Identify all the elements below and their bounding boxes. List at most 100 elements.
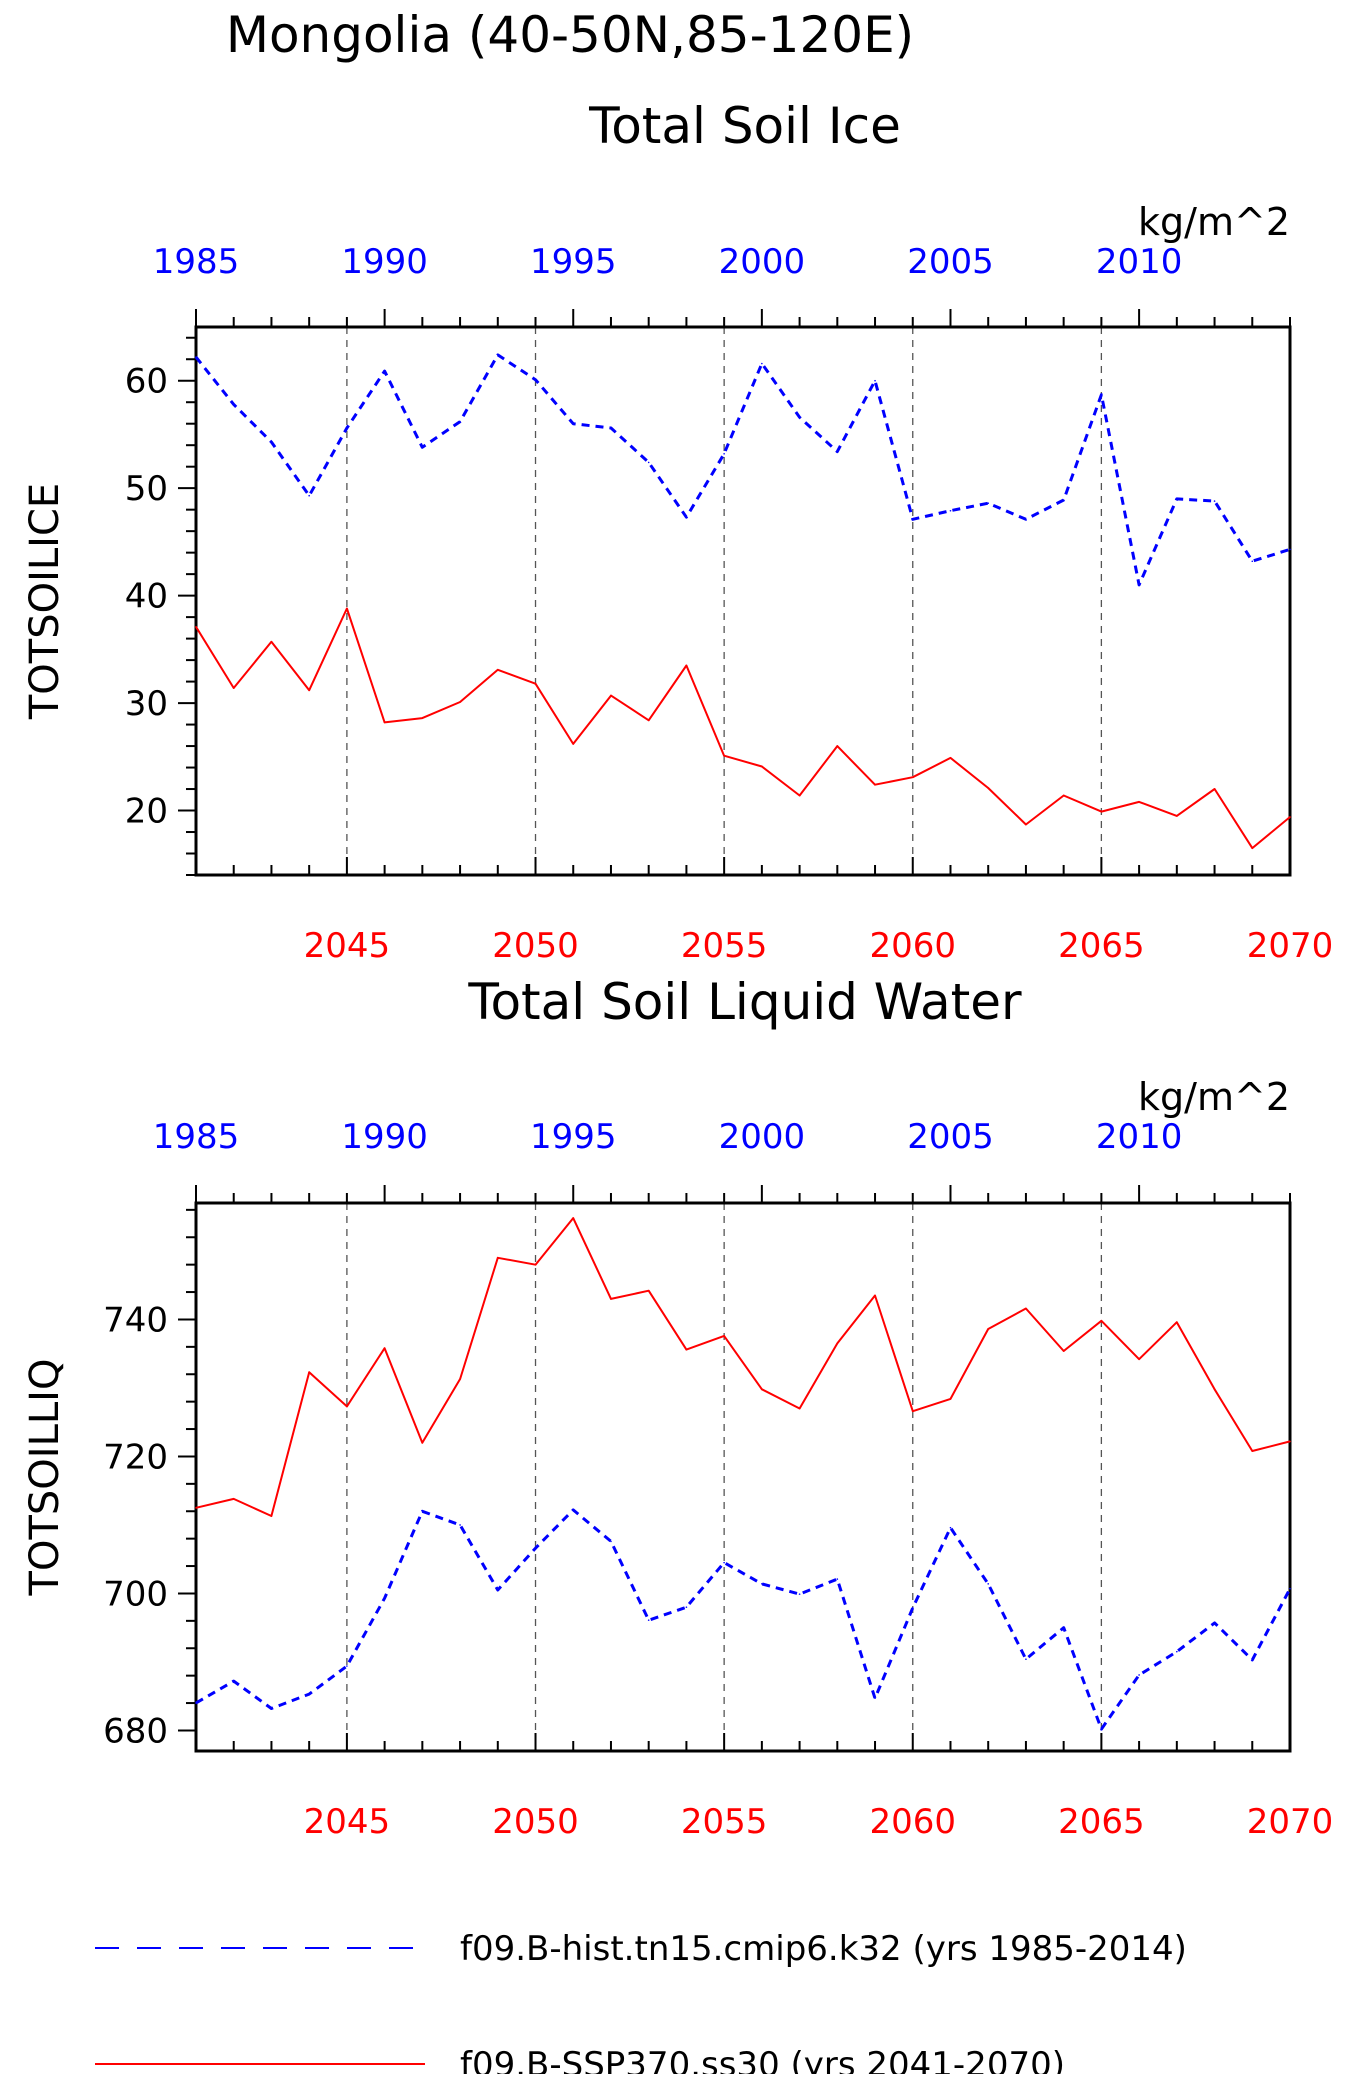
plot-frame (194, 1201, 1292, 1753)
data-point (798, 1407, 801, 1410)
data-point (270, 1515, 273, 1517)
data-point (421, 717, 424, 719)
data-point (1025, 823, 1027, 826)
x-top-tick-label: 1985 (153, 242, 240, 282)
y-tick-label: 680 (103, 1711, 168, 1751)
data-point (572, 1217, 575, 1219)
y-tick-label: 50 (125, 469, 168, 509)
data-point (534, 378, 537, 381)
series-line-hist (194, 353, 1291, 587)
x-top-tick-label: 2010 (1096, 1117, 1183, 1157)
data-point (1062, 1350, 1065, 1352)
data-point (195, 625, 197, 628)
y-tick-label: 60 (125, 362, 168, 402)
data-point (346, 607, 348, 610)
data-point (496, 1257, 499, 1259)
data-point (836, 1578, 839, 1580)
data-point (308, 494, 310, 497)
data-point (421, 1510, 424, 1513)
data-point (534, 1263, 537, 1266)
data-point (496, 1589, 499, 1591)
data-point (308, 689, 310, 691)
y-tick-label: 720 (103, 1437, 168, 1477)
x-bottom-tick-label: 2055 (681, 926, 768, 966)
data-point (1062, 1626, 1065, 1629)
data-point (836, 450, 839, 453)
data-point (459, 1524, 461, 1526)
data-point (1176, 815, 1178, 817)
data-point (798, 794, 801, 797)
data-point (949, 1398, 952, 1400)
legend-label-hist: f09.B-hist.tn15.cmip6.k32 (yrs 1985-2014… (460, 1929, 1187, 1969)
data-point (1176, 498, 1178, 500)
data-point (647, 461, 650, 464)
data-point (647, 1289, 650, 1292)
data-point (572, 1509, 575, 1511)
page-title: Mongolia (40-50N,85-120E) (226, 6, 914, 64)
plot-frame (194, 325, 1292, 877)
data-point (1138, 1674, 1140, 1676)
y-tick-label: 740 (103, 1300, 168, 1340)
panel-1-title: Total Soil Ice (588, 97, 901, 155)
data-point (911, 776, 914, 779)
series-line-hist (195, 1508, 1292, 1731)
data-point (459, 701, 461, 703)
series-line-ssp370 (195, 1217, 1291, 1517)
data-point (383, 721, 386, 724)
data-point (1289, 1440, 1291, 1443)
units-label: kg/m^2 (1138, 200, 1290, 244)
x-top-tick-label: 2000 (719, 242, 806, 282)
data-point (1251, 1450, 1254, 1452)
data-point (1100, 393, 1103, 396)
data-point (1289, 1587, 1291, 1590)
data-point (610, 1540, 612, 1543)
data-point (1025, 1307, 1027, 1310)
data-point (195, 1507, 197, 1509)
x-bottom-tick-label: 2060 (869, 1802, 956, 1842)
data-point (534, 1547, 537, 1550)
x-bottom-tick-label: 2065 (1058, 1802, 1145, 1842)
data-point (383, 1347, 386, 1350)
data-point (1062, 794, 1065, 797)
data-point (496, 668, 499, 671)
data-point (987, 787, 990, 789)
data-point (911, 1607, 914, 1609)
data-point (987, 1328, 990, 1330)
x-top-tick-label: 1995 (530, 242, 617, 282)
data-point (723, 1335, 725, 1337)
data-point (911, 518, 914, 521)
x-top-tick-label: 1990 (341, 242, 428, 282)
data-point (459, 420, 461, 423)
data-point (346, 1665, 348, 1667)
data-point (195, 1702, 197, 1704)
data-point (610, 427, 612, 429)
data-point (270, 441, 273, 443)
data-point (761, 1583, 763, 1585)
data-point (421, 446, 424, 449)
data-point (949, 1526, 952, 1529)
x-top-tick-label: 2005 (907, 1117, 994, 1157)
data-point (1251, 560, 1254, 563)
data-point (911, 1410, 914, 1413)
y-axis-label: TOTSOILICE (22, 483, 68, 720)
data-point (308, 1371, 310, 1373)
data-point (836, 745, 839, 747)
data-point (232, 687, 235, 689)
data-point (1213, 788, 1216, 790)
data-point (232, 1498, 235, 1500)
y-tick-label: 30 (125, 684, 168, 724)
data-point (761, 362, 763, 365)
data-point (1289, 816, 1291, 818)
data-point (987, 502, 990, 505)
data-point (836, 1342, 839, 1345)
data-point (1251, 847, 1254, 849)
data-point (798, 1593, 801, 1595)
data-point (949, 509, 952, 512)
data-point (761, 765, 763, 768)
panel-2-soil-liquid-chart: 2045 2050 2055 2060 2065 2070 1985 1990 1995 2000… (22, 1075, 1333, 1842)
x-top-tick-label: 1995 (530, 1117, 617, 1157)
x-bottom-tick-label: 2055 (681, 1802, 768, 1842)
data-point (723, 452, 725, 455)
data-point (421, 1441, 424, 1444)
data-point (572, 743, 575, 745)
